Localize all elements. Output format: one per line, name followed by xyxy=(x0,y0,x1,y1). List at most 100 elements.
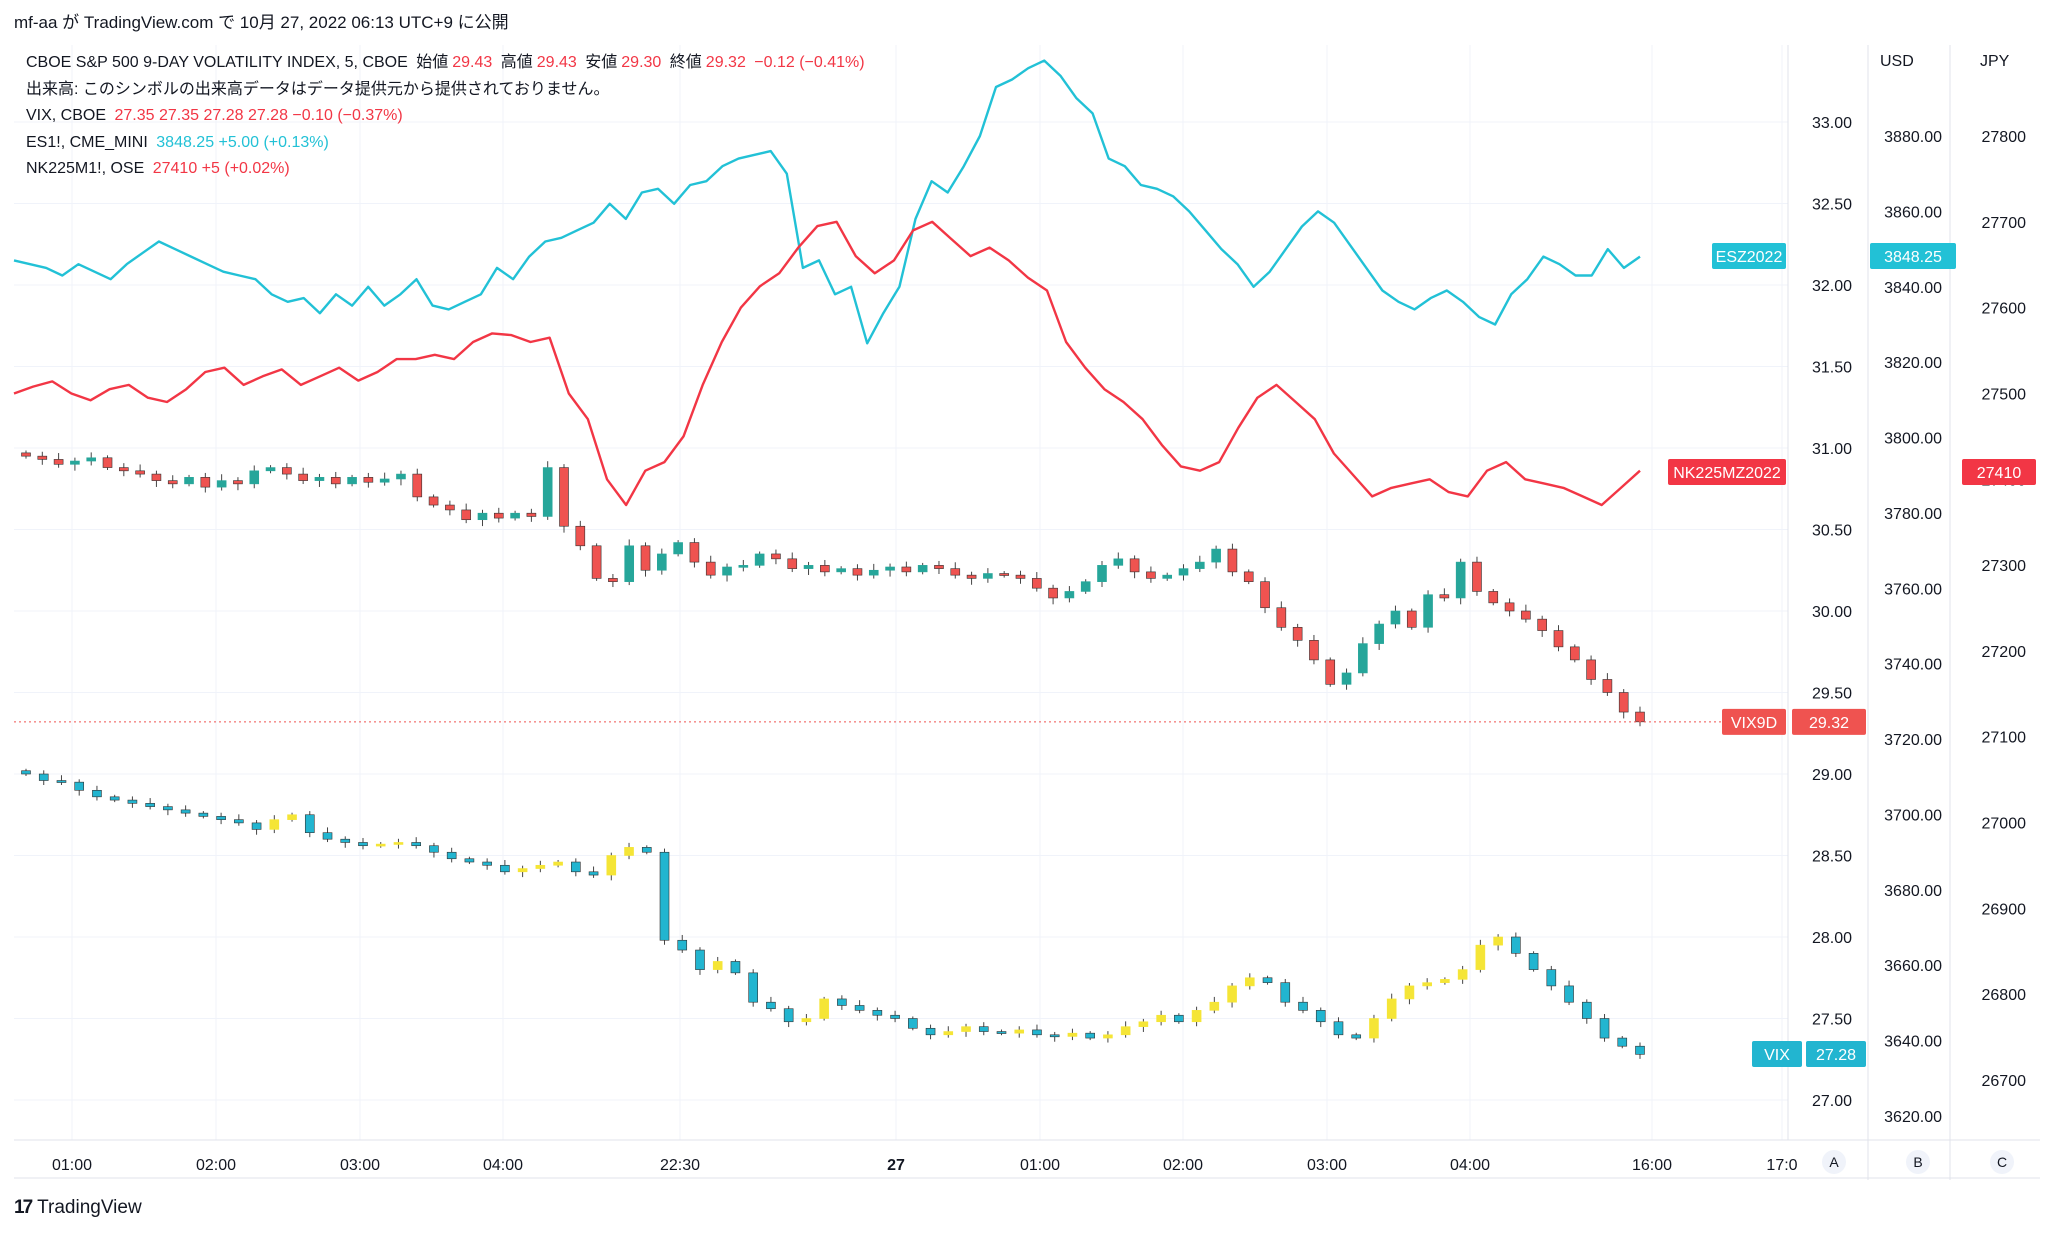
vix-candle xyxy=(1298,1001,1308,1011)
vix9d-candle xyxy=(836,568,846,573)
vix-candle xyxy=(411,842,421,847)
vix-candle xyxy=(837,998,847,1006)
es-values: 3848.25 +5.00 (+0.13%) xyxy=(156,133,329,151)
vix9d-candle xyxy=(1618,692,1629,713)
vix-candle xyxy=(1191,1010,1202,1023)
vix-candle xyxy=(1085,1032,1095,1039)
scale-button-a[interactable]: A xyxy=(1822,1150,1846,1174)
vix9d-candle xyxy=(852,568,863,576)
time-tick-label: 27 xyxy=(887,1157,905,1174)
vix-candle xyxy=(74,781,85,791)
vix-symbol: VIX, CBOE xyxy=(26,107,107,124)
vix-candle xyxy=(1440,979,1450,983)
nk-value-tag-box xyxy=(1962,459,2036,485)
vix-candle xyxy=(163,806,173,811)
price-tick-label: 33.00 xyxy=(1812,115,1852,132)
vix-candle xyxy=(1581,1001,1592,1019)
vix9d-candle xyxy=(689,542,700,563)
usd-tick-label: 3860.00 xyxy=(1884,204,1942,221)
vix9d-candle xyxy=(1031,578,1042,589)
vix-candle xyxy=(854,1005,865,1011)
vix9d-tag-label: VIX9D xyxy=(1731,715,1777,732)
time-tick-label: 03:00 xyxy=(1307,1157,1347,1174)
vix-candle xyxy=(571,861,581,873)
vix-candle xyxy=(748,972,758,1003)
vix-candle xyxy=(1369,1018,1379,1039)
series-layer xyxy=(13,59,1788,1059)
vix9d-candle xyxy=(70,460,80,465)
vix9d-candle xyxy=(1406,610,1417,628)
brand: 17 TradingView xyxy=(14,1197,142,1219)
vix-values: 27.35 27.35 27.28 27.28 −0.10 (−0.37%) xyxy=(114,107,403,124)
usd-tick-label: 3620.00 xyxy=(1884,1109,1942,1126)
vix-candle xyxy=(251,822,262,830)
es-tag-box xyxy=(1712,243,1786,269)
legend-nk: NK225M1!, OSE 27410 +5 (+0.02%) xyxy=(26,156,869,183)
vix-candle xyxy=(695,949,705,970)
vix9d-candle xyxy=(1472,561,1482,592)
vix9d-candle xyxy=(820,565,830,573)
jpy-tick-label: 27600 xyxy=(1982,301,2027,318)
vix-candle xyxy=(641,847,652,853)
vix-candle xyxy=(801,1018,812,1023)
scale-button-c[interactable]: C xyxy=(1990,1150,2014,1174)
vix9d-candle xyxy=(1243,571,1254,582)
vix-candle xyxy=(659,851,670,941)
vix-candle xyxy=(1280,982,1291,1003)
vix-candle xyxy=(56,780,67,783)
vix9d-candle xyxy=(396,473,406,480)
vix9d-candle xyxy=(722,566,732,576)
vix9d-candle xyxy=(1195,561,1205,569)
vix-tag-box xyxy=(1752,1041,1802,1067)
vix9d-candle xyxy=(1064,591,1075,599)
usd-tick-label: 3680.00 xyxy=(1884,883,1942,900)
vix9d-candle xyxy=(1325,659,1336,685)
vix-candle xyxy=(890,1014,900,1019)
price-tick-label: 30.00 xyxy=(1812,604,1852,621)
es-symbol: ES1!, CME_MINI xyxy=(26,133,148,151)
vix9d-candle xyxy=(1211,548,1221,563)
vix9d-candle xyxy=(412,473,423,498)
scale-button-b[interactable]: B xyxy=(1906,1150,1930,1174)
price-tick-label: 28.00 xyxy=(1812,930,1852,947)
vix-candle xyxy=(446,851,457,860)
vix-candle xyxy=(1422,982,1432,987)
usd-tick-label: 3760.00 xyxy=(1884,581,1942,598)
vix-value-tag-label: 27.28 xyxy=(1816,1047,1856,1064)
time-tick-label: 01:00 xyxy=(52,1157,92,1174)
vix9d-candle xyxy=(298,473,308,481)
vix-candle xyxy=(109,796,120,801)
high-value: 29.43 xyxy=(536,54,577,71)
nk-symbol: NK225M1!, OSE xyxy=(26,160,145,177)
high-label: 高値 xyxy=(500,54,533,71)
vix9d-candle xyxy=(216,480,227,488)
vix-candle xyxy=(925,1027,936,1036)
vix-candle xyxy=(872,1010,883,1016)
vix-candle xyxy=(216,816,226,820)
vix9d-candle xyxy=(1227,548,1238,573)
vix-candle xyxy=(1245,977,1255,987)
usd-tick-label: 3840.00 xyxy=(1884,280,1942,297)
vix-candle xyxy=(92,789,102,798)
vix9d-candle xyxy=(559,467,569,527)
jpy-scale-header: JPY xyxy=(1980,53,2010,70)
vix-candle xyxy=(234,819,244,824)
vix-candle xyxy=(1262,977,1273,983)
vix9d-candle xyxy=(754,553,765,566)
vix-candle xyxy=(1103,1034,1113,1039)
jpy-tick-label: 27500 xyxy=(1982,386,2027,403)
time-tick-label: 22:30 xyxy=(660,1157,700,1174)
vix9d-candle xyxy=(1080,581,1091,592)
vix9d-candle xyxy=(1455,561,1466,599)
vix9d-candle xyxy=(1358,643,1368,674)
vix-candle xyxy=(978,1026,989,1032)
es-value-tag-label: 3848.25 xyxy=(1884,249,1942,266)
vix9d-candle xyxy=(608,578,618,582)
vix9d-candle xyxy=(151,473,162,481)
vix-candle xyxy=(145,803,155,807)
time-tick-label: 04:00 xyxy=(483,1157,523,1174)
vix9d-candle xyxy=(1586,659,1596,680)
vix9d-candle xyxy=(1537,618,1547,631)
vix-candle xyxy=(908,1018,918,1029)
